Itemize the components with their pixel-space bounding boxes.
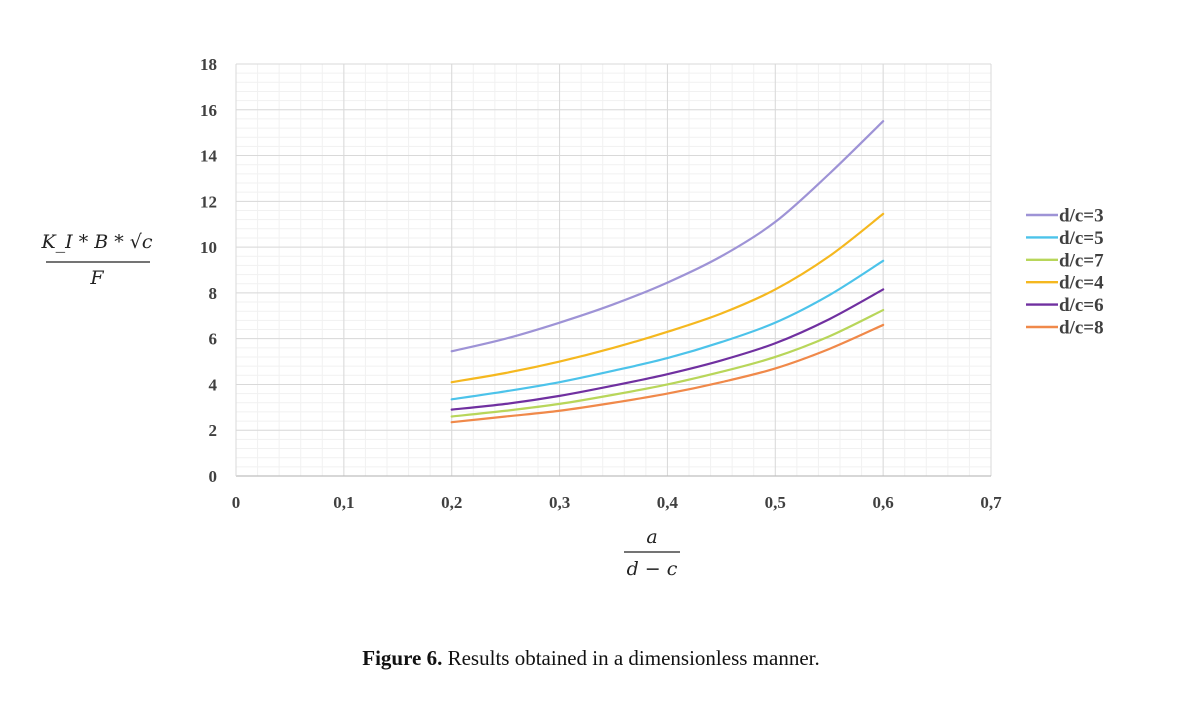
y-tick-label: 18	[200, 55, 217, 74]
y-tick-label: 14	[200, 147, 218, 166]
caption-label: Figure 6.	[362, 646, 443, 670]
legend-label: d/c=6	[1059, 295, 1104, 316]
series-line-d-c-3	[450, 120, 885, 353]
legend-label: d/c=8	[1059, 318, 1104, 339]
x-tick-label: 0,2	[441, 493, 462, 512]
x-tick-label: 0,5	[765, 493, 786, 512]
caption-text: Results obtained in a dimensionless mann…	[442, 646, 820, 670]
x-tick-labels: 0 0,1 0,2 0,3 0,4 0,5 0,6 0,7	[232, 493, 1002, 512]
x-tick-label: 0	[232, 493, 241, 512]
y-axis-label-numerator: K_I * B * √c	[40, 231, 152, 253]
series-line-d-c-6	[450, 288, 885, 411]
x-tick-label: 0,4	[657, 493, 679, 512]
x-tick-label: 0,3	[549, 493, 570, 512]
series-line-d-c-8	[450, 323, 885, 424]
y-tick-label: 0	[209, 467, 218, 486]
figure-caption: Figure 6. Results obtained in a dimensio…	[0, 646, 1182, 671]
x-axis-label-numerator: a	[646, 526, 657, 548]
y-tick-label: 12	[200, 192, 217, 211]
x-axis-label: a d − c	[624, 526, 680, 580]
line-chart: 0 2 4 6 8 10 12 14 16 18 0 0,1 0,2 0,3 0,4 0,5 0,6 0,7 d…	[40, 55, 1104, 580]
y-axis-label: K_I * B * √c F	[40, 231, 152, 289]
y-tick-label: 6	[209, 330, 218, 349]
y-tick-labels: 0 2 4 6 8 10 12 14 16 18	[200, 55, 218, 486]
series-line-d-c-5	[450, 259, 885, 401]
y-axis-label-denominator: F	[89, 267, 104, 289]
legend-label: d/c=3	[1059, 206, 1104, 227]
x-tick-label: 0,7	[980, 493, 1002, 512]
x-tick-label: 0,1	[333, 493, 354, 512]
series-lines	[450, 120, 885, 424]
major-grid	[235, 63, 992, 477]
series-line-d-c-4	[450, 212, 885, 384]
legend: d/c=3d/c=5d/c=7d/c=4d/c=6d/c=8	[1026, 206, 1104, 339]
y-tick-label: 8	[209, 284, 218, 303]
series-line-d-c-7	[450, 308, 885, 418]
y-tick-label: 2	[209, 421, 218, 440]
legend-label: d/c=4	[1059, 273, 1104, 294]
y-tick-label: 16	[200, 101, 217, 120]
legend-label: d/c=5	[1059, 228, 1104, 249]
x-tick-label: 0,6	[873, 493, 894, 512]
x-axis-label-denominator: d − c	[627, 558, 678, 580]
axis-lines	[235, 64, 991, 477]
y-tick-label: 4	[209, 375, 218, 394]
y-tick-label: 10	[200, 238, 217, 257]
legend-label: d/c=7	[1059, 250, 1104, 271]
